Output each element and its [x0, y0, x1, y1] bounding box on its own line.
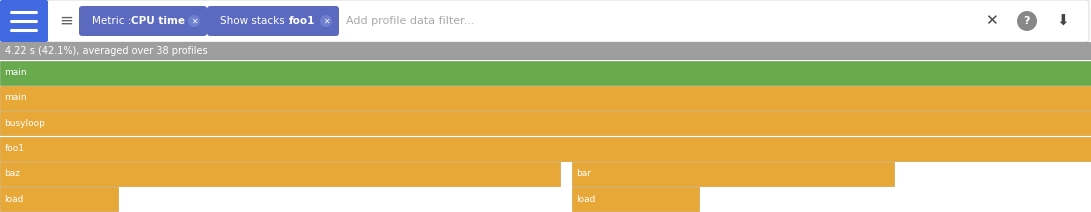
- Bar: [0, 86, 1091, 110]
- Circle shape: [188, 15, 200, 27]
- FancyBboxPatch shape: [47, 0, 1089, 42]
- Text: busyloop: busyloop: [4, 119, 45, 128]
- Text: ✕: ✕: [191, 17, 197, 25]
- Text: CPU time: CPU time: [131, 16, 185, 26]
- Text: load: load: [576, 195, 596, 204]
- Bar: [0, 162, 560, 186]
- Text: ✕: ✕: [984, 14, 997, 28]
- Text: load: load: [4, 195, 24, 204]
- Text: main: main: [4, 68, 27, 77]
- Circle shape: [1017, 11, 1038, 31]
- Text: ✕: ✕: [323, 17, 329, 25]
- Text: baz: baz: [4, 170, 21, 179]
- Text: ≡: ≡: [59, 11, 73, 29]
- Bar: [0, 61, 1091, 85]
- FancyBboxPatch shape: [79, 6, 207, 36]
- Text: main: main: [4, 93, 27, 102]
- Text: bar: bar: [576, 170, 591, 179]
- Text: Add profile data filter...: Add profile data filter...: [346, 16, 475, 26]
- Text: foo1: foo1: [4, 144, 24, 153]
- Circle shape: [320, 15, 332, 27]
- Text: 4.22 s (42.1%), averaged over 38 profiles: 4.22 s (42.1%), averaged over 38 profile…: [5, 46, 208, 56]
- Text: ?: ?: [1023, 16, 1030, 26]
- Bar: [0, 187, 118, 211]
- Text: Show stacks :: Show stacks :: [220, 16, 295, 26]
- FancyBboxPatch shape: [207, 6, 339, 36]
- Bar: [572, 187, 699, 211]
- Bar: [0, 137, 1091, 160]
- Bar: [0, 112, 1091, 135]
- Text: ⬇: ⬇: [1056, 14, 1069, 28]
- Text: Metric :: Metric :: [92, 16, 134, 26]
- FancyBboxPatch shape: [0, 0, 48, 42]
- Bar: [572, 162, 894, 186]
- Text: foo1: foo1: [289, 16, 315, 26]
